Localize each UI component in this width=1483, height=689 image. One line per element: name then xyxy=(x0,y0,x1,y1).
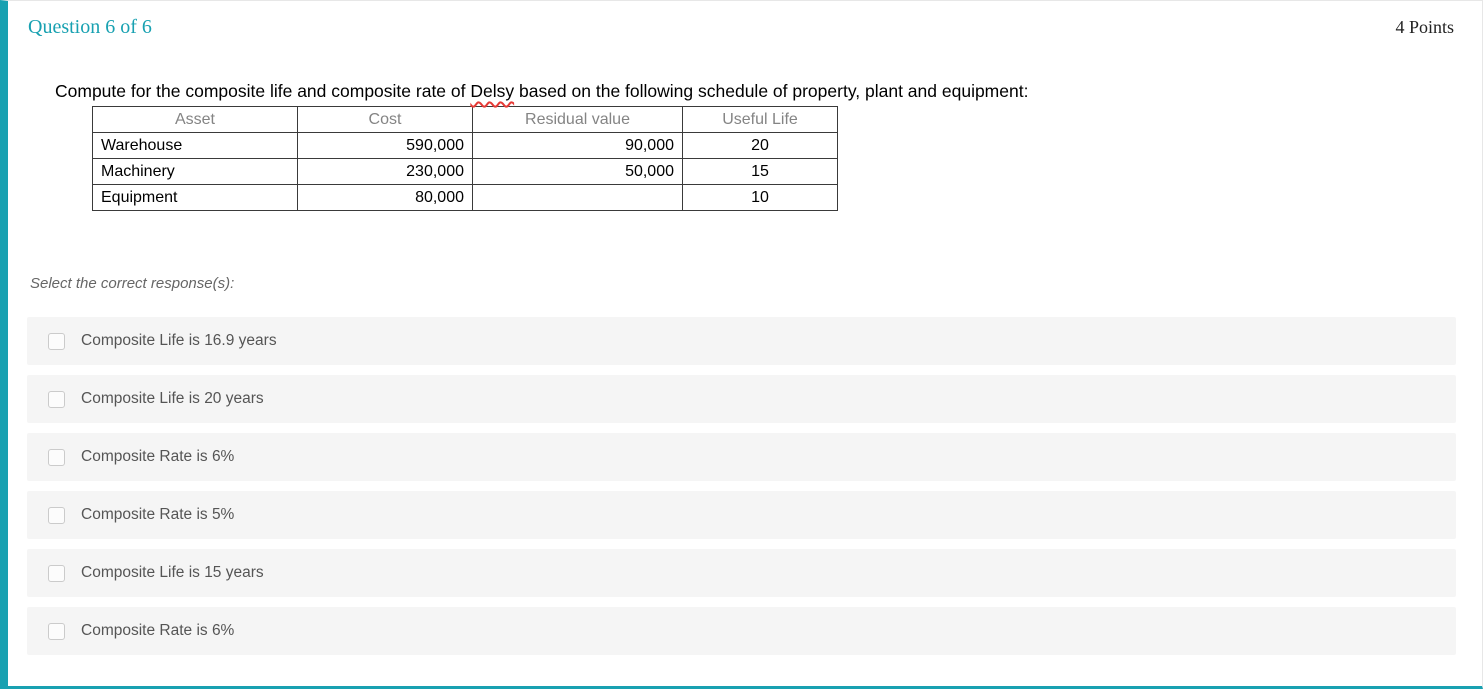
misspelled-word: Delsy xyxy=(470,81,515,101)
checkbox-icon[interactable] xyxy=(48,332,65,350)
option-row-composite-rate-6-a[interactable]: Composite Rate is 6% xyxy=(27,433,1456,481)
option-row-composite-rate-5[interactable]: Composite Rate is 5% xyxy=(27,491,1456,539)
select-prompt: Select the correct response(s): xyxy=(30,275,235,292)
option-label: Composite Rate is 5% xyxy=(81,506,235,523)
option-label: Composite Life is 16.9 years xyxy=(81,332,277,349)
option-row-composite-life-20[interactable]: Composite Life is 20 years xyxy=(27,375,1456,423)
question-text-before: Compute for the composite life and compo… xyxy=(55,81,471,101)
cell-residual xyxy=(472,184,683,211)
options-list: Composite Life is 16.9 years Composite L… xyxy=(27,317,1456,655)
checkbox-icon[interactable] xyxy=(48,448,65,466)
cell-cost: 590,000 xyxy=(297,132,473,159)
col-header-asset: Asset xyxy=(92,106,298,133)
option-row-composite-rate-6-b[interactable]: Composite Rate is 6% xyxy=(27,607,1456,655)
option-label: Composite Life is 20 years xyxy=(81,390,264,407)
question-number: Question 6 of 6 xyxy=(28,16,152,38)
checkbox-icon[interactable] xyxy=(48,506,65,524)
cell-cost: 80,000 xyxy=(297,184,473,211)
cell-cost: 230,000 xyxy=(297,158,473,185)
cell-asset: Warehouse xyxy=(92,132,298,159)
points-label: 4 Points xyxy=(1395,17,1454,37)
cell-useful-life: 10 xyxy=(682,184,838,211)
cell-useful-life: 15 xyxy=(682,158,838,185)
col-header-useful-life: Useful Life xyxy=(682,106,838,133)
card-header: Question 6 of 6 4 Points xyxy=(8,1,1482,39)
table-header-row: Asset Cost Residual value Useful Life xyxy=(92,106,838,133)
ppe-schedule-table: Asset Cost Residual value Useful Life Wa… xyxy=(92,106,838,211)
cell-useful-life: 20 xyxy=(682,132,838,159)
option-label: Composite Rate is 6% xyxy=(81,448,235,465)
question-text: Compute for the composite life and compo… xyxy=(55,81,1110,102)
question-text-after: based on the following schedule of prope… xyxy=(514,81,1029,101)
cell-asset: Equipment xyxy=(92,184,298,211)
option-row-composite-life-15[interactable]: Composite Life is 15 years xyxy=(27,549,1456,597)
cell-residual: 90,000 xyxy=(472,132,683,159)
table-row-warehouse: Warehouse 590,000 90,000 20 xyxy=(92,132,838,159)
table-row-equipment: Equipment 80,000 10 xyxy=(92,184,838,211)
option-row-composite-life-16-9[interactable]: Composite Life is 16.9 years xyxy=(27,317,1456,365)
col-header-residual-value: Residual value xyxy=(472,106,683,133)
checkbox-icon[interactable] xyxy=(48,622,65,640)
cell-residual: 50,000 xyxy=(472,158,683,185)
checkbox-icon[interactable] xyxy=(48,390,65,408)
table-row-machinery: Machinery 230,000 50,000 15 xyxy=(92,158,838,185)
checkbox-icon[interactable] xyxy=(48,564,65,582)
question-block: Compute for the composite life and compo… xyxy=(55,81,1482,211)
option-label: Composite Life is 15 years xyxy=(81,564,264,581)
option-label: Composite Rate is 6% xyxy=(81,622,235,639)
cell-asset: Machinery xyxy=(92,158,298,185)
col-header-cost: Cost xyxy=(297,106,473,133)
